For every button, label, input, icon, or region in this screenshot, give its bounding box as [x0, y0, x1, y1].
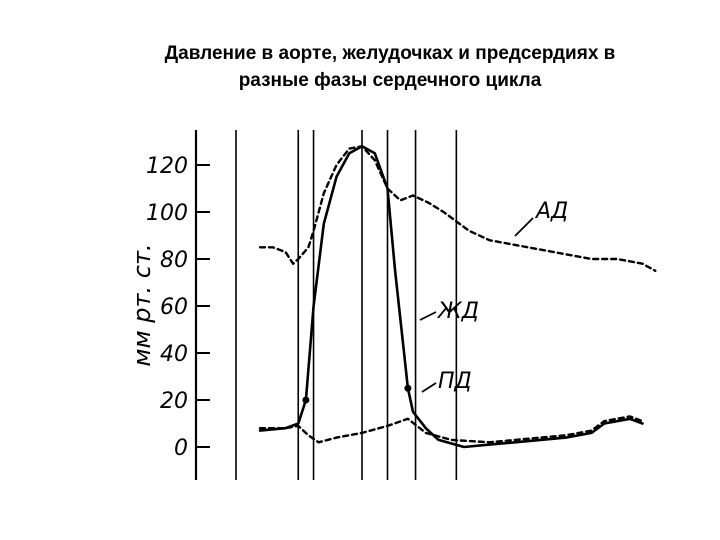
series-label: ЖД	[436, 299, 479, 324]
chart-title: Давление в аорте, желудочках и предсерди…	[60, 40, 720, 94]
series-line	[258, 415, 644, 444]
y-tick-label: 100	[146, 201, 188, 226]
annotation-point	[404, 384, 412, 392]
labels-layer: АД ЖД ПД	[419, 199, 568, 394]
y-tick-label: 120	[146, 154, 188, 179]
series-label: ПД	[438, 369, 472, 394]
series-label: АД	[534, 199, 568, 224]
y-tick-label: 60	[160, 295, 188, 320]
series-layer	[258, 144, 657, 449]
y-axis-label: мм рт. ст.	[128, 243, 156, 366]
y-tick-label: 80	[160, 248, 188, 273]
series-line	[258, 144, 644, 449]
y-tick-label: 40	[160, 342, 188, 367]
chart-title-line1: Давление в аорте, желудочках и предсерди…	[164, 43, 616, 64]
y-axis: 0 20 40 60 80 100 120 мм рт. ст.	[128, 130, 210, 480]
annotation-point	[302, 396, 310, 404]
series-leader-line	[514, 217, 534, 237]
y-tick-label: 20	[160, 389, 188, 414]
series-line	[258, 145, 657, 272]
series-leader-line	[421, 382, 437, 393]
y-tick-label: 0	[174, 436, 188, 461]
series-leader-line	[419, 311, 437, 321]
chart-title-line2: разные фазы сердечного цикла	[238, 70, 542, 91]
